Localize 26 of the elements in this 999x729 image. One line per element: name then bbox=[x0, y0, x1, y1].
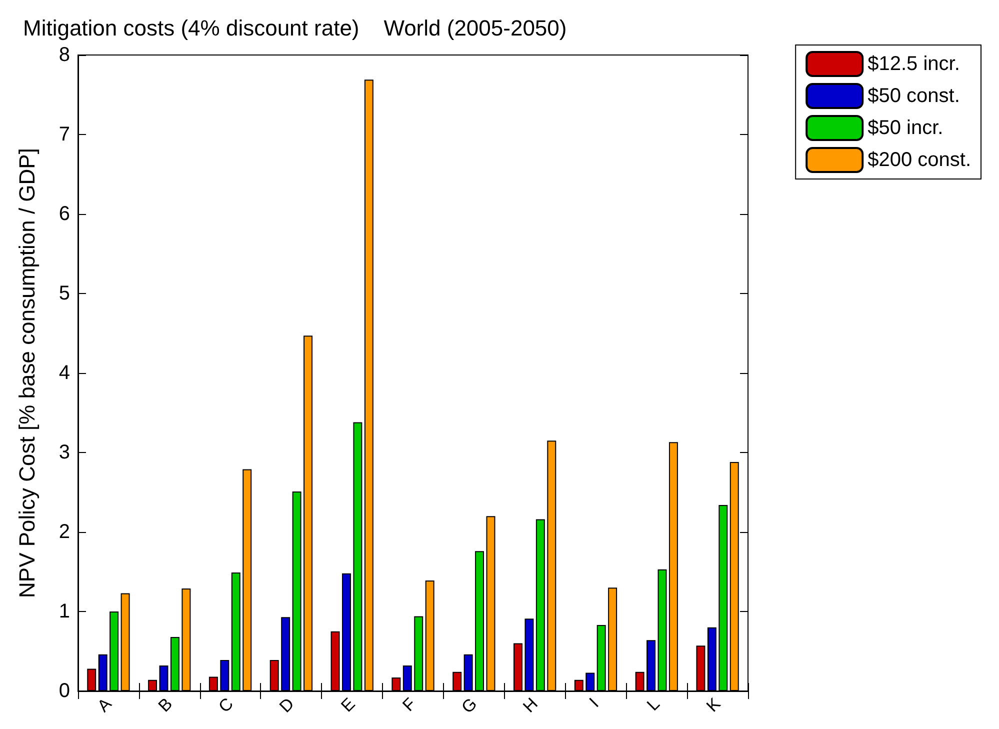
x-tick-label: C bbox=[214, 694, 237, 716]
y-axis-title: NPV Policy Cost [% base consumption / GDP] bbox=[14, 148, 40, 598]
legend-label: $50 const. bbox=[868, 85, 960, 107]
legend-label: $12.5 incr. bbox=[868, 53, 960, 75]
x-tick-label: F bbox=[398, 694, 420, 716]
y-tick-label: 1 bbox=[58, 600, 70, 622]
x-tick-label: L bbox=[643, 694, 664, 714]
legend-label: $50 incr. bbox=[868, 117, 944, 139]
x-tick-label: E bbox=[337, 694, 359, 716]
x-tick-label: B bbox=[154, 694, 176, 716]
y-tick-label: 0 bbox=[58, 680, 70, 702]
y-tick-label: 6 bbox=[58, 203, 70, 225]
x-tick-label: H bbox=[519, 694, 542, 716]
legend-label: $200 const. bbox=[868, 149, 972, 171]
y-tick-label: 2 bbox=[58, 521, 70, 543]
y-tick-label: 5 bbox=[58, 282, 70, 304]
x-tick-label: G bbox=[458, 694, 481, 718]
chart-title: Mitigation costs (4% discount rate) World (2005-2050) bbox=[23, 16, 567, 40]
y-tick-label: 7 bbox=[58, 124, 70, 146]
y-tick-label: 4 bbox=[58, 362, 70, 384]
x-tick-label: D bbox=[276, 694, 298, 716]
x-tick-label: A bbox=[94, 694, 116, 716]
y-tick-label: 3 bbox=[58, 442, 70, 464]
y-tick-label: 8 bbox=[58, 44, 70, 66]
x-tick-label: K bbox=[702, 694, 725, 716]
x-tick-label: I bbox=[586, 694, 602, 712]
